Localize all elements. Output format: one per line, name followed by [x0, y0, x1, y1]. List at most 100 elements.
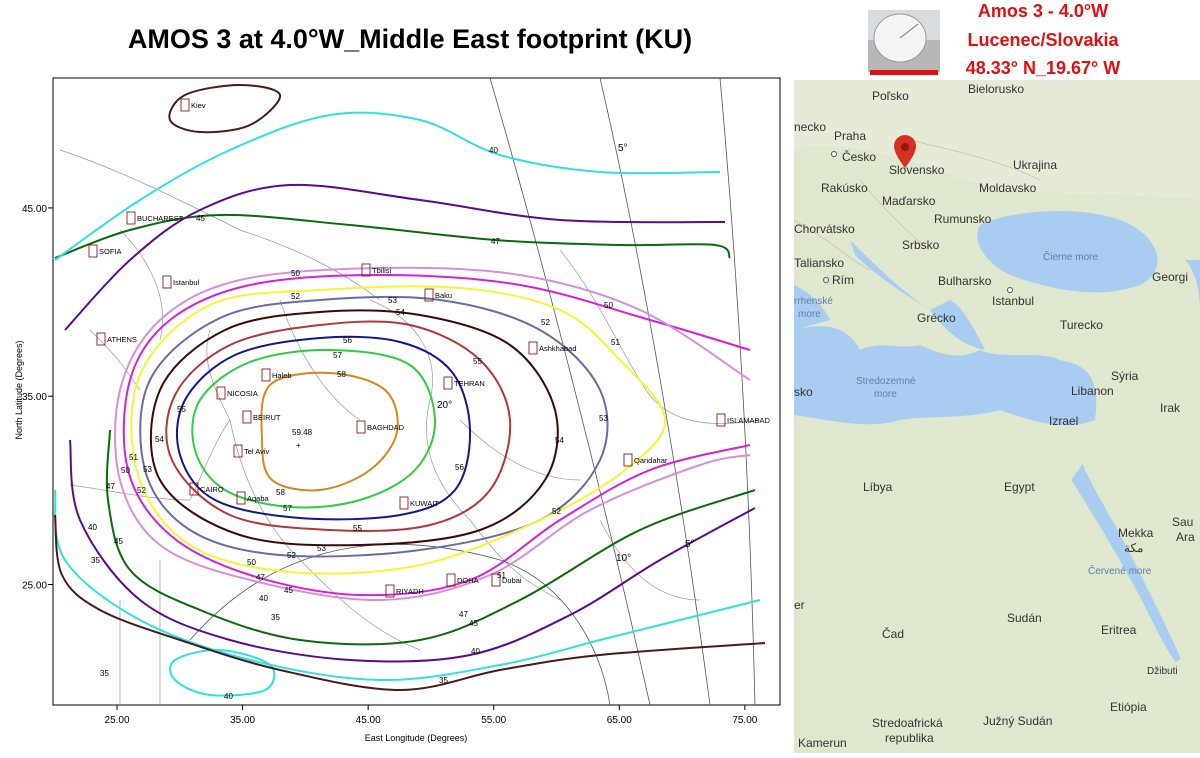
contour-label: 47 — [491, 237, 500, 246]
contour-label: 45 — [196, 214, 205, 223]
map-label: Rím — [832, 273, 854, 287]
map-label: Rumunsko — [934, 212, 992, 226]
map-label: Chorvátsko — [794, 222, 855, 236]
map-label: Moldavsko — [979, 181, 1037, 195]
map-label: Džibuti — [1147, 666, 1178, 677]
contour-line — [54, 213, 731, 259]
contour-line — [54, 489, 761, 682]
map-label: Bulharsko — [938, 274, 992, 288]
map-label: more — [874, 389, 897, 400]
city-marker — [126, 211, 136, 225]
city-marker — [88, 244, 98, 258]
city-label: KUWAIT — [410, 499, 439, 508]
city-label: Ashkhabad — [539, 344, 577, 353]
city-label: SOFIA — [99, 247, 122, 256]
contour-label: 55 — [177, 405, 186, 414]
map-label: Sýria — [1111, 369, 1139, 383]
contour-label: 52 — [541, 318, 550, 327]
contour-label: 52 — [287, 551, 296, 560]
map-label: Istanbul — [992, 294, 1034, 308]
contour-label: 40 — [471, 647, 480, 656]
contour-label: 47 — [256, 573, 265, 582]
map-label: Ukrajina — [1013, 158, 1057, 172]
station-line: Lucenec/Slovakia — [967, 30, 1119, 50]
contour-label: 52 — [552, 507, 561, 516]
x-tick-label: 55.00 — [481, 715, 506, 726]
contour-label: 56 — [455, 463, 464, 472]
map-label: Ara — [1176, 530, 1195, 544]
contour-line — [169, 648, 276, 697]
map-label: Izrael — [1049, 414, 1078, 428]
contour-label: 50 — [121, 466, 130, 475]
elevation-label: 20° — [437, 400, 452, 411]
city-marker — [446, 573, 456, 587]
contour-label: 45 — [284, 586, 293, 595]
city-label: RIYADH — [396, 587, 424, 596]
contour-line — [64, 183, 726, 331]
city-label: Dubai — [502, 576, 522, 585]
city-marker — [623, 453, 633, 467]
contour-line — [130, 285, 667, 575]
contour-line — [165, 320, 512, 532]
map-label: Česko — [842, 149, 876, 164]
contour-label: 51 — [497, 571, 506, 580]
contour-label: 54 — [396, 308, 405, 317]
map-label: Slovensko — [889, 163, 945, 177]
city-label: DOHA — [457, 576, 479, 585]
city-label: NICOSIA — [227, 389, 258, 398]
contour-line — [113, 266, 751, 602]
map-label: Taliansko — [794, 256, 844, 270]
map-label: Kamerun — [798, 736, 847, 750]
city-marker — [424, 288, 434, 302]
map-label: republika — [885, 731, 934, 745]
map-label: rrhenské — [794, 296, 833, 307]
map-label: Stredoafrická — [872, 716, 943, 730]
city-label: Haleb — [272, 371, 292, 380]
city-label: Aqaba — [247, 494, 270, 503]
map-label: Irak — [1160, 401, 1181, 415]
city-label: Tbilisi — [372, 266, 392, 275]
map-label: Sau — [1172, 515, 1193, 529]
city-marker — [236, 491, 246, 505]
city-marker — [242, 410, 252, 424]
contour-label: 40 — [224, 692, 233, 701]
map-label: Eritrea — [1101, 623, 1137, 637]
contour-label: 35 — [91, 556, 100, 565]
elevation-label: 5° — [618, 143, 628, 154]
contour-label: 35 — [439, 676, 448, 685]
contour-line — [69, 439, 756, 663]
city-marker — [189, 482, 199, 496]
map-label: مكة — [1124, 541, 1144, 555]
contour-label: 55 — [473, 357, 482, 366]
map-label: er — [794, 598, 805, 612]
map-label: Etiópia — [1110, 700, 1147, 714]
city-label: TEHRAN — [454, 379, 485, 388]
station-line: Amos 3 - 4.0°W — [978, 1, 1108, 21]
city-marker — [385, 584, 395, 598]
peak-label: 59.48 — [292, 428, 313, 437]
map-label: Líbya — [863, 480, 893, 494]
contour-label: 40 — [88, 523, 97, 532]
contour-label: 40 — [259, 594, 268, 603]
city-label: BUCHAREST — [137, 214, 184, 223]
contour-label: 52 — [291, 292, 300, 301]
y-tick-label: 25.00 — [22, 580, 47, 591]
contour-line — [105, 429, 756, 646]
contour-line — [175, 335, 472, 521]
elevation-label: 10° — [616, 553, 631, 564]
map-label: Bielorusko — [968, 82, 1024, 96]
map-label: Georgi — [1152, 270, 1188, 284]
map-label: Sudán — [1007, 611, 1042, 625]
city-label: ISLAMABAD — [727, 416, 771, 425]
city-group: Kiev BUCHAREST SOFIA Istanbul Tbilisi Baku ATH… — [88, 98, 771, 598]
contour-label: 53 — [388, 296, 397, 305]
contour-label: 40 — [489, 146, 498, 155]
map-label: Turecko — [1060, 318, 1103, 332]
contour-line — [139, 295, 609, 558]
city-label: Baku — [435, 291, 452, 300]
elevation-label: 5° — [685, 539, 695, 550]
contour-label: 45 — [114, 537, 123, 546]
contour-label: 53 — [317, 544, 326, 553]
map-label: Poľsko — [872, 89, 909, 103]
